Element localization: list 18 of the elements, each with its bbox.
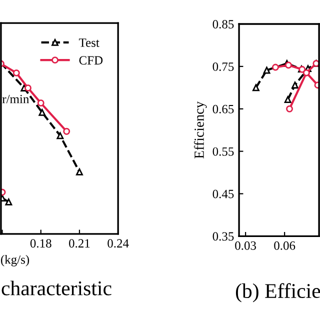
text: characteristic <box>2 280 112 296</box>
y-tick-label: 0.35 <box>212 232 234 241</box>
y-tick-label: 0.75 <box>212 62 234 71</box>
y-tick-label: 0.55 <box>212 147 234 156</box>
legend-label: Test <box>78 38 100 47</box>
text: (b) Efficie <box>236 283 320 302</box>
x-tick-label: 0.18 <box>30 239 52 248</box>
y-axis-title: Efficiency <box>194 101 207 158</box>
x-axis-title: (kg/s) <box>0 255 30 266</box>
x-tick-label: 0.03 <box>235 241 256 250</box>
y-tick-label: 0.65 <box>212 104 234 114</box>
annotation: r/min <box>2 94 30 104</box>
y-tick-label: 0.85 <box>212 20 234 29</box>
x-tick-label: 0.21 <box>69 239 90 248</box>
legend-label: CFD <box>79 56 103 65</box>
x-tick-label: 0.06 <box>274 241 296 250</box>
y-tick-label: 0.45 <box>212 190 234 198</box>
x-tick-label: 0.24 <box>108 239 129 248</box>
